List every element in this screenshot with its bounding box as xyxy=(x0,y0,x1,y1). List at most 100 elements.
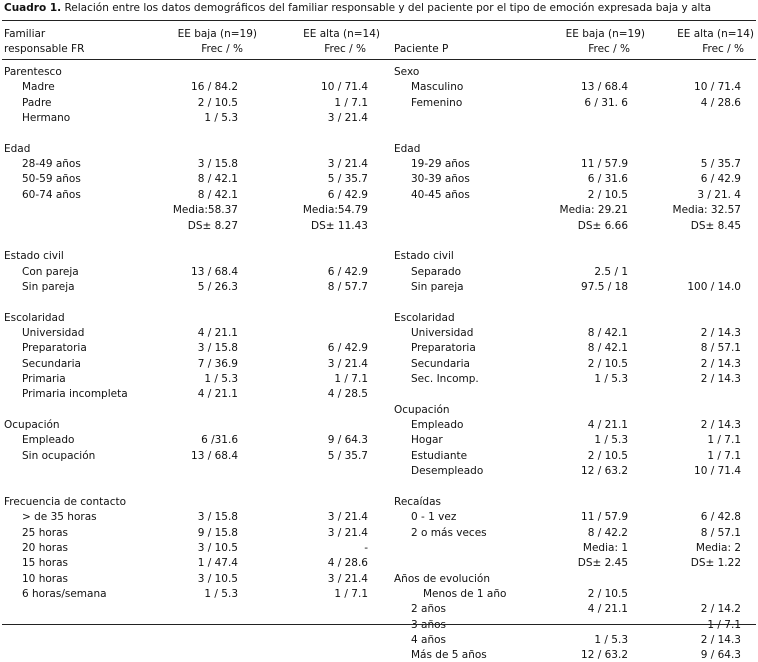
left-ee-baja-value: 16 / 84.2 xyxy=(191,81,238,93)
right-ee-baja-value: 2.5 / 1 xyxy=(594,266,628,278)
left-ee-baja-value: 4 / 21.1 xyxy=(197,327,238,339)
left-row-label: 28-49 años xyxy=(22,158,81,170)
left-ee-baja-frec: Frec / % xyxy=(201,43,243,55)
right-row-label: 30-39 años xyxy=(411,173,470,185)
right-ee-alta-value: 3 / 21. 4 xyxy=(697,189,741,201)
left-ee-baja-value: 13 / 68.4 xyxy=(191,266,238,278)
left-ee-baja-value: 3 / 15.8 xyxy=(197,342,238,354)
right-ee-baja-value: 2 / 10.5 xyxy=(587,189,628,201)
left-row-label: Secundaria xyxy=(22,358,81,370)
right-ee-baja-value: 12 / 63.2 xyxy=(581,649,628,661)
left-ee-baja-value: 3 / 15.8 xyxy=(197,158,238,170)
left-ee-baja-value: DS± 8.27 xyxy=(187,220,238,232)
header-rule xyxy=(2,59,756,60)
right-ee-baja-value: 2 / 10.5 xyxy=(587,450,628,462)
left-section-heading: Ocupación xyxy=(4,419,60,431)
right-ee-baja-value: 2 / 10.5 xyxy=(587,588,628,600)
left-ee-baja-value: 1 / 5.3 xyxy=(204,588,238,600)
left-row-label: Universidad xyxy=(22,327,85,339)
right-ee-alta-value: 1 / 7.1 xyxy=(707,619,741,631)
right-section-heading: Años de evolución xyxy=(394,573,490,585)
right-ee-alta-value: 10 / 71.4 xyxy=(694,465,741,477)
right-ee-alta-value: DS± 8.45 xyxy=(690,220,741,232)
left-ee-baja-header: EE baja (n=19) xyxy=(177,28,257,40)
left-ee-baja-value: 3 / 10.5 xyxy=(197,573,238,585)
right-row-label: Preparatoria xyxy=(411,342,476,354)
left-ee-alta-value: 1 / 7.1 xyxy=(334,97,368,109)
right-row-label: 3 años xyxy=(411,619,447,631)
left-section-heading: Estado civil xyxy=(4,250,64,262)
right-ee-alta-value: 8 / 57.1 xyxy=(700,342,741,354)
left-row-label: 6 horas/semana xyxy=(22,588,107,600)
left-row-label: 60-74 años xyxy=(22,189,81,201)
right-header-label: Paciente P xyxy=(394,43,449,55)
left-ee-baja-value: Media:58.37 xyxy=(172,204,238,216)
left-ee-baja-value: 7 / 36.9 xyxy=(197,358,238,370)
right-row-label: 2 o más veces xyxy=(411,527,487,539)
right-row-label: Secundaria xyxy=(411,358,470,370)
right-ee-alta-value: 2 / 14.2 xyxy=(700,603,741,615)
left-row-label: > de 35 horas xyxy=(22,511,97,523)
right-ee-alta-value: 1 / 7.1 xyxy=(707,434,741,446)
left-ee-baja-value: 2 / 10.5 xyxy=(197,97,238,109)
top-rule xyxy=(2,20,756,21)
left-ee-alta-value: 6 / 42.9 xyxy=(327,266,368,278)
right-ee-alta-header: EE alta (n=14) xyxy=(677,28,754,40)
left-ee-baja-value: 13 / 68.4 xyxy=(191,450,238,462)
left-ee-baja-value: 8 / 42.1 xyxy=(197,189,238,201)
left-section-heading: Edad xyxy=(4,143,31,155)
right-ee-alta-value: 2 / 14.3 xyxy=(700,419,741,431)
right-ee-baja-value: 1 / 5.3 xyxy=(594,634,628,646)
left-ee-alta-value: 10 / 71.4 xyxy=(321,81,368,93)
left-row-label: Sin pareja xyxy=(22,281,75,293)
right-ee-alta-value: Media: 2 xyxy=(695,542,741,554)
left-ee-alta-value: DS± 11.43 xyxy=(311,220,368,232)
left-row-label: 25 horas xyxy=(22,527,68,539)
left-ee-baja-value: 3 / 10.5 xyxy=(197,542,238,554)
right-row-label: 40-45 años xyxy=(411,189,470,201)
table-title: Cuadro 1. Relación entre los datos demog… xyxy=(4,2,711,14)
left-ee-baja-value: 9 / 15.8 xyxy=(197,527,238,539)
left-row-label: Padre xyxy=(22,97,52,109)
right-ee-baja-frec: Frec / % xyxy=(588,43,630,55)
right-row-label: Menos de 1 año xyxy=(423,588,507,600)
left-ee-alta-header: EE alta (n=14) xyxy=(303,28,380,40)
left-row-label: Empleado xyxy=(22,434,75,446)
right-section-heading: Ocupación xyxy=(394,404,450,416)
left-ee-alta-value: 8 / 57.7 xyxy=(327,281,368,293)
right-section-heading: Edad xyxy=(394,143,421,155)
left-ee-baja-value: 1 / 47.4 xyxy=(197,557,238,569)
right-row-label: 4 años xyxy=(411,634,447,646)
right-ee-baja-value: DS± 6.66 xyxy=(577,220,628,232)
right-ee-alta-value: 6 / 42.8 xyxy=(700,511,741,523)
right-ee-baja-value: 8 / 42.2 xyxy=(587,527,628,539)
right-row-label: Más de 5 años xyxy=(411,649,487,661)
left-ee-alta-value: 3 / 21.4 xyxy=(327,158,368,170)
right-row-label: Estudiante xyxy=(411,450,468,462)
left-row-label: Preparatoria xyxy=(22,342,87,354)
right-ee-baja-value: Media: 1 xyxy=(582,542,628,554)
right-ee-baja-value: DS± 2.45 xyxy=(577,557,628,569)
left-ee-alta-value: 6 / 42.9 xyxy=(327,342,368,354)
right-section-heading: Sexo xyxy=(394,66,420,78)
right-ee-alta-value: Media: 32.57 xyxy=(672,204,741,216)
left-ee-alta-value: 3 / 21.4 xyxy=(327,511,368,523)
right-ee-alta-value: 100 / 14.0 xyxy=(687,281,741,293)
right-ee-baja-header: EE baja (n=19) xyxy=(565,28,645,40)
right-ee-alta-value: DS± 1.22 xyxy=(690,557,741,569)
left-ee-baja-value: 4 / 21.1 xyxy=(197,388,238,400)
right-ee-alta-value: 10 / 71.4 xyxy=(694,81,741,93)
right-ee-baja-value: 97.5 / 18 xyxy=(581,281,628,293)
right-ee-alta-value: 2 / 14.3 xyxy=(700,327,741,339)
right-row-label: Separado xyxy=(411,266,462,278)
left-ee-alta-value: 5 / 35.7 xyxy=(327,450,368,462)
right-row-label: Hogar xyxy=(411,434,443,446)
left-row-label: Hermano xyxy=(22,112,71,124)
right-ee-baja-value: 2 / 10.5 xyxy=(587,358,628,370)
left-header-label-2: responsable FR xyxy=(4,43,85,55)
right-row-label: Sec. Incomp. xyxy=(411,373,479,385)
left-row-label: Madre xyxy=(22,81,55,93)
left-ee-alta-value: 9 / 64.3 xyxy=(327,434,368,446)
left-ee-baja-value: 3 / 15.8 xyxy=(197,511,238,523)
left-ee-baja-value: 1 / 5.3 xyxy=(204,373,238,385)
